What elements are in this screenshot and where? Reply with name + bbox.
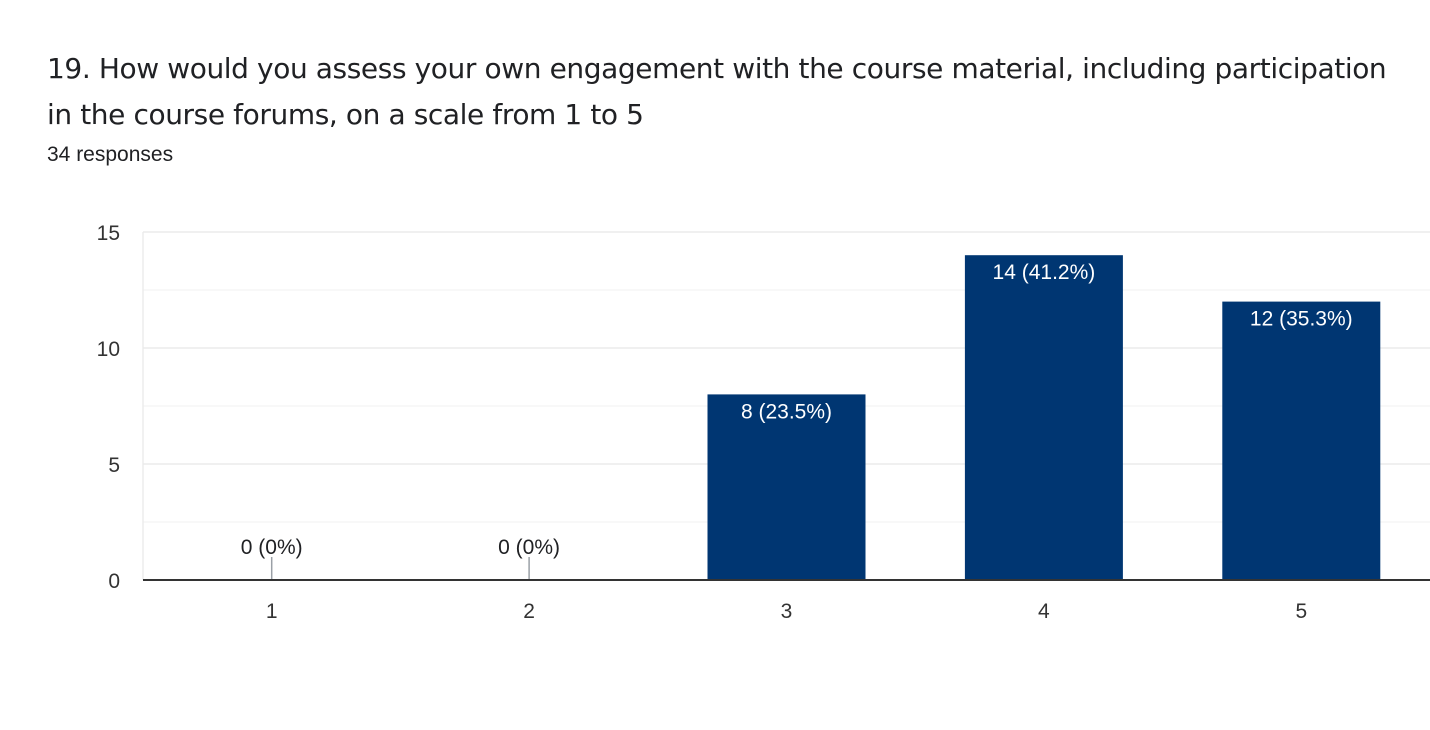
x-tick-label: 4: [1038, 600, 1050, 623]
data-labels: 0 (0%) 0 (0%) 8 (23.5%) 14 (41.2%) 12 (35.3%…: [241, 261, 1353, 559]
bar: [1222, 301, 1381, 580]
data-label: 12 (35.3%): [1250, 308, 1353, 331]
bar: [964, 255, 1123, 580]
axes: 0 5 10 15 1 2 3 4 5: [97, 222, 1430, 623]
bars: [270, 255, 1381, 580]
question-title: 19. How would you assess your own engage…: [47, 52, 1387, 131]
x-tick-label: 2: [523, 600, 535, 623]
x-tick-label: 1: [266, 600, 278, 623]
x-tick-label: 3: [781, 600, 793, 623]
y-tick-label: 0: [108, 570, 120, 593]
data-label: 0 (0%): [241, 536, 303, 559]
y-tick-label: 15: [97, 222, 120, 245]
y-tick-label: 5: [108, 454, 120, 477]
bar: [707, 394, 866, 580]
response-count: 34 responses: [47, 143, 174, 166]
data-label: 0 (0%): [498, 536, 560, 559]
data-label: 14 (41.2%): [993, 261, 1096, 284]
data-label: 8 (23.5%): [741, 400, 832, 423]
y-tick-label: 10: [97, 338, 120, 361]
x-tick-label: 5: [1295, 600, 1307, 623]
